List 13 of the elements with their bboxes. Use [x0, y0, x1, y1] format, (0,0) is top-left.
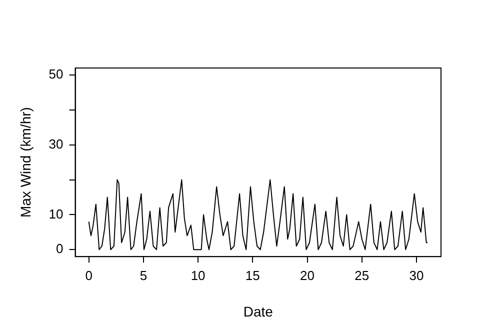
- x-tick-label: 25: [354, 268, 370, 283]
- x-tick-label: 30: [409, 268, 424, 283]
- x-axis-title: Date: [243, 303, 274, 320]
- y-tick-label: 10: [48, 206, 64, 222]
- x-tick-label: 0: [85, 268, 92, 283]
- x-tick-label: 5: [140, 268, 148, 283]
- y-axis-title: Max Wind (km/hr): [17, 107, 34, 218]
- x-tick-label: 10: [190, 268, 206, 283]
- x-tick-label: 20: [300, 268, 315, 283]
- y-tick-label: 50: [48, 66, 64, 82]
- y-tick-label: 0: [56, 241, 64, 256]
- y-tick-label: 30: [48, 136, 64, 152]
- x-tick-label: 15: [245, 268, 260, 283]
